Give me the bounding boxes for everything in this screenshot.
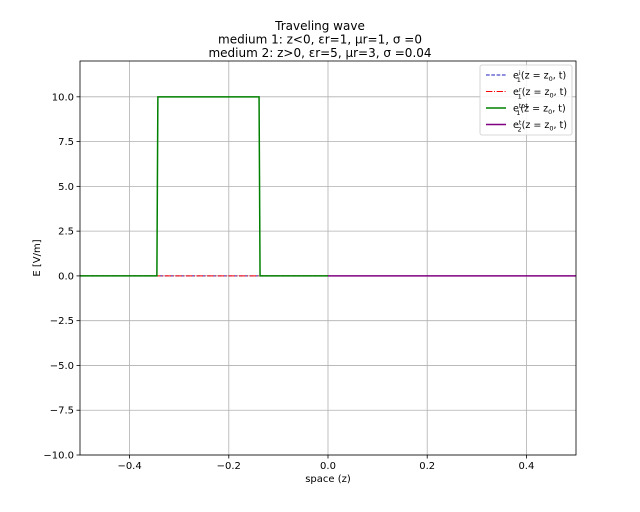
- y-tick-label: 7.5: [58, 137, 74, 148]
- legend-label-part: , t): [552, 104, 565, 115]
- y-axis-label: E [V/m]: [32, 239, 43, 276]
- y-tick-label: 2.5: [58, 227, 74, 238]
- legend-label-part: , t): [554, 87, 567, 98]
- y-tick-label: −5.0: [50, 361, 74, 372]
- legend-label-part: i: [519, 69, 521, 77]
- x-tick-label: 0.4: [518, 461, 534, 472]
- legend-label-part: e: [513, 71, 519, 82]
- legend-label-part: 2: [518, 126, 522, 134]
- data-series: [80, 96, 576, 277]
- legend-label-part: (z = z: [522, 120, 550, 131]
- title-line-3: medium 2: z>0, εr=5, μr=3, σ =0.04: [208, 46, 431, 60]
- legend-label-part: 0: [549, 75, 553, 83]
- legend-label-part: 0: [549, 125, 553, 133]
- legend-label-part: r: [519, 86, 522, 94]
- legend-label-part: e: [513, 87, 519, 98]
- legend-box: [479, 64, 573, 136]
- y-tick-label: −2.5: [50, 316, 74, 327]
- legend-label-part: (z = z: [520, 104, 548, 115]
- y-tick-label: −10.0: [43, 451, 74, 462]
- legend-label-part: tot: [519, 102, 529, 110]
- x-tick-label: −0.4: [117, 461, 141, 472]
- legend-label-2: er 1(z = z0, t): [513, 86, 567, 101]
- legend-label-part: 1: [516, 109, 520, 117]
- legend-label-part: e: [513, 104, 519, 115]
- legend-label-4: et 2(z = z0, t): [513, 119, 567, 134]
- x-tick-label: 0.0: [320, 461, 336, 472]
- legend-label-part: , t): [553, 71, 566, 82]
- x-tick-label: 0.2: [419, 461, 435, 472]
- legend-label-part: e: [513, 120, 519, 131]
- series-line-3: [80, 96, 328, 277]
- legend-label-1: ei 1(z = z0, t): [513, 69, 566, 84]
- legend-label-part: , t): [553, 120, 566, 131]
- legend-label-3: etot 1(z = z0, t): [513, 102, 566, 117]
- y-tick-label: −7.5: [50, 406, 74, 417]
- legend-label-part: (z = z: [522, 87, 550, 98]
- legend-label-part: 0: [549, 92, 553, 100]
- legend-label-part: 1: [518, 93, 522, 101]
- title-line-2: medium 1: z<0, εr=1, μr=1, σ =0: [218, 33, 422, 47]
- y-tick-label: 0.0: [58, 271, 74, 282]
- legend: ei 1(z = z0, t)er 1(z = z0, t)etot 1(z = z0…: [479, 64, 573, 136]
- x-tick-label: −0.2: [217, 461, 241, 472]
- legend-label-part: (z = z: [521, 71, 549, 82]
- y-tick-label: 10.0: [52, 92, 74, 103]
- legend-label-part: 0: [548, 108, 552, 116]
- title-line-1: Traveling wave: [274, 19, 365, 33]
- legend-label-part: 1: [517, 76, 521, 84]
- y-tick-label: 5.0: [58, 182, 74, 193]
- legend-label-part: t: [519, 119, 522, 127]
- axis-ticks: −0.4 −0.2 0.0 0.2 0.4 −10.0 −7.5 −5.0 −2.5 0.0 2.5…: [43, 92, 534, 472]
- x-axis-label: space (z): [305, 474, 351, 485]
